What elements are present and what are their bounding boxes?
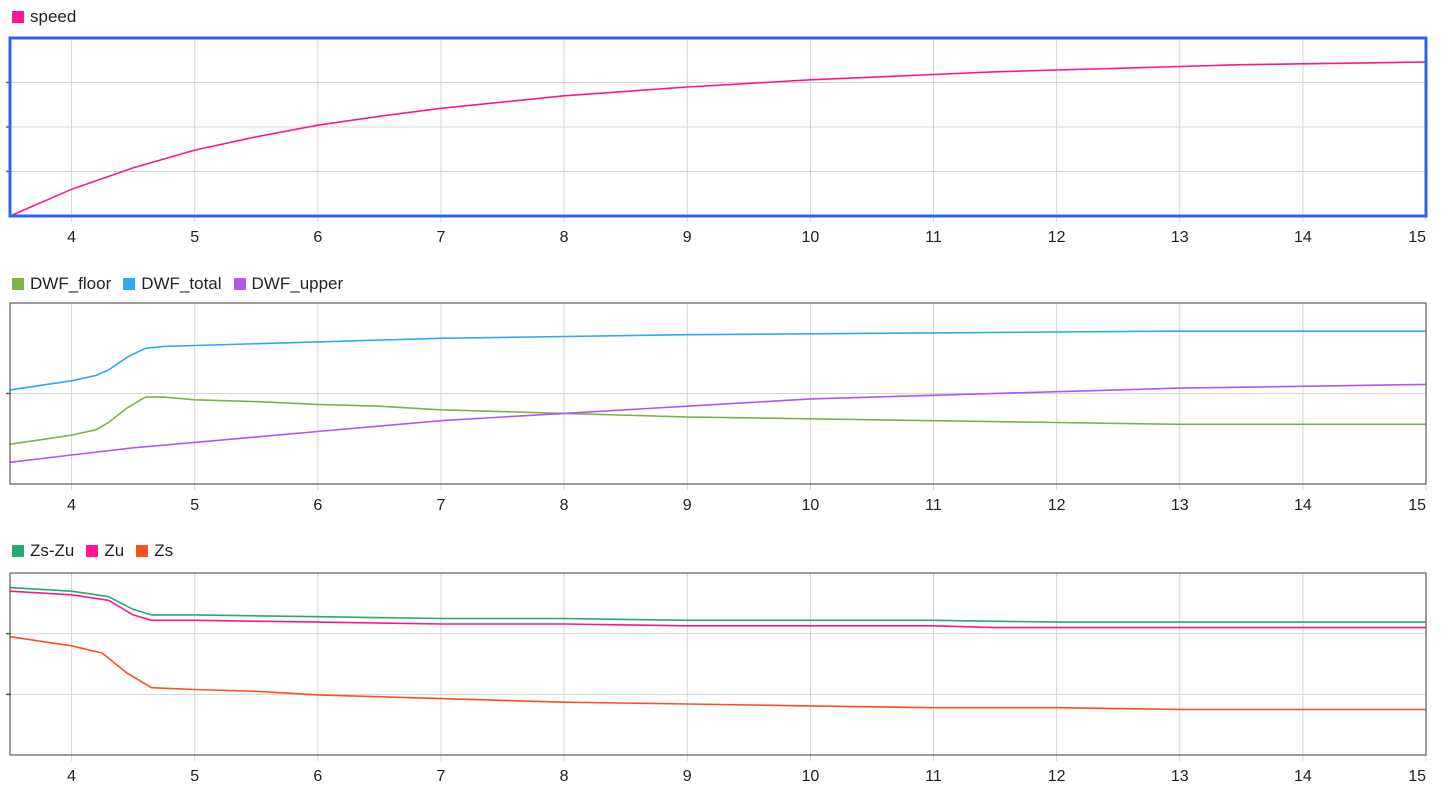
legend-swatch [233, 278, 246, 290]
x-tick-label: 12 [1048, 497, 1066, 514]
chart-panel-speed: speed 4 5 6 7 8 9 10 11 12 13 14 15 [0, 0, 1450, 260]
series-line-dwf-upper [9, 383, 1427, 464]
chart-panel-dwf: DWF_floor DWF_total DWF_upper 4 5 6 7 8 9 10 11 12… [0, 260, 1450, 522]
x-tick-label: 15 [1408, 229, 1426, 246]
x-tick-label: 13 [1171, 497, 1189, 514]
x-tick-label: 7 [437, 768, 446, 785]
series-line-dwf-total [9, 330, 1426, 391]
legend-item[interactable]: Zs [136, 541, 173, 561]
x-tick-label: 12 [1048, 768, 1066, 785]
legend-item[interactable]: DWF_upper [233, 274, 344, 294]
x-tick-label: 8 [560, 768, 569, 785]
x-tick-label: 10 [801, 229, 819, 246]
x-tick-label: 4 [67, 768, 76, 785]
chart-dwf[interactable]: 4 5 6 7 8 9 10 11 12 13 14 15 [0, 260, 1450, 522]
x-tick-label: 9 [683, 229, 692, 246]
legend-item[interactable]: DWF_floor [12, 274, 111, 294]
plot-frame [8, 36, 1428, 218]
legend-label: Zs [154, 541, 174, 560]
legend-swatch [86, 545, 99, 557]
chart-panel-z: Zs-Zu Zu Zs 4 5 6 7 8 9 10 11 12 13 14 15 [0, 522, 1450, 785]
series-line-speed [9, 61, 1427, 217]
legend-label: DWF_upper [251, 274, 344, 293]
x-tick-label: 6 [313, 768, 322, 785]
series-line-zs-zu [9, 586, 1426, 623]
x-tick-label: 12 [1048, 229, 1066, 246]
legend-swatch [12, 545, 24, 557]
x-tick-label: 5 [190, 768, 199, 785]
x-tick-label: 7 [437, 497, 446, 514]
x-tick-label: 11 [925, 768, 942, 785]
x-tick-label: 6 [313, 229, 322, 246]
x-tick-label: 10 [801, 768, 819, 785]
x-tick-label: 5 [190, 229, 199, 246]
x-tick-label: 9 [683, 497, 692, 514]
series-line-zs [9, 635, 1426, 711]
x-tick-label: 11 [925, 497, 942, 514]
x-tick-label: 13 [1171, 768, 1189, 785]
x-tick-label: 6 [313, 497, 322, 514]
legend-label: DWF_floor [30, 274, 112, 293]
x-tick-label: 14 [1294, 768, 1312, 785]
x-tick-label: 9 [683, 768, 692, 785]
legend-item[interactable]: Zu [86, 541, 124, 561]
x-tick-label: 11 [925, 229, 942, 246]
legend-swatch [12, 278, 24, 290]
x-tick-label: 10 [801, 497, 819, 514]
series-line-zu [9, 590, 1426, 629]
plot-frame [9, 302, 1427, 485]
legend-item[interactable]: speed [12, 7, 76, 27]
x-tick-label: 14 [1294, 229, 1312, 246]
x-tick-label: 13 [1171, 229, 1189, 246]
x-tick-label: 14 [1294, 497, 1312, 514]
legend: speed [12, 7, 88, 27]
x-tick-label: 4 [67, 497, 76, 514]
legend-swatch [12, 11, 24, 23]
x-tick-label: 7 [437, 229, 446, 246]
legend-swatch [136, 545, 149, 557]
x-tick-label: 15 [1408, 768, 1426, 785]
series-line-dwf-floor [9, 396, 1426, 445]
x-tick-label: 8 [560, 497, 569, 514]
plot-frame [9, 572, 1427, 756]
x-tick-label: 4 [67, 229, 76, 246]
legend-label: DWF_total [141, 274, 222, 293]
legend: Zs-Zu Zu Zs [12, 541, 185, 561]
x-tick-label: 5 [190, 497, 199, 514]
legend-item[interactable]: Zs-Zu [12, 541, 74, 561]
legend-item[interactable]: DWF_total [123, 274, 222, 294]
chart-speed[interactable]: 4 5 6 7 8 9 10 11 12 13 14 15 [0, 0, 1450, 260]
chart-z[interactable]: 4 5 6 7 8 9 10 11 12 13 14 15 [0, 522, 1450, 785]
legend-label: speed [30, 7, 77, 26]
legend-label: Zs-Zu [30, 541, 75, 560]
legend-swatch [123, 278, 136, 290]
x-tick-label: 8 [560, 229, 569, 246]
legend-label: Zu [104, 541, 125, 560]
legend: DWF_floor DWF_total DWF_upper [12, 274, 355, 294]
x-tick-label: 15 [1408, 497, 1426, 514]
